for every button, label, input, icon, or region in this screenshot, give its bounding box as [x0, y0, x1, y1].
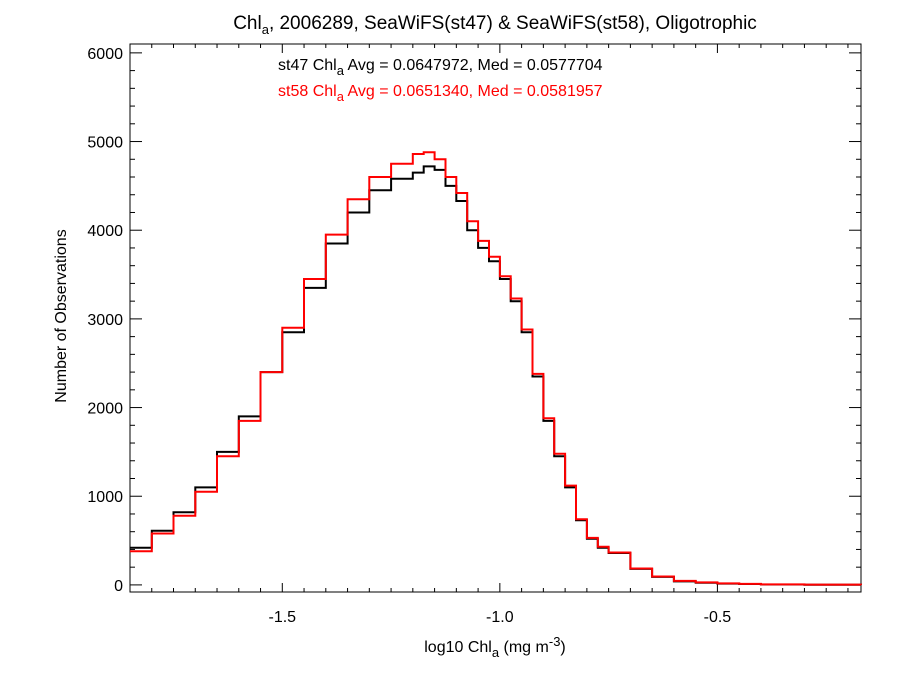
- plot-frame: [129, 43, 862, 593]
- y-tick-label: 0: [114, 578, 123, 595]
- x-tick-label: -1.5: [269, 609, 297, 626]
- x-tick-label: -0.5: [704, 609, 732, 626]
- series-st47-line: [130, 165, 862, 586]
- y-tick-label: 1000: [87, 489, 123, 506]
- chart-title: Chla, 2006289, SeaWiFS(st47) & SeaWiFS(s…: [233, 13, 757, 37]
- x-axis-label: log10 Chla (mg m-3): [424, 634, 566, 660]
- x-tick-label: -1.0: [486, 609, 514, 626]
- y-tick-label: 5000: [87, 135, 123, 152]
- axis-ticks: -1.5 -1.0 -0.5 0 1000 2000 3000 4000 5000 6000: [87, 44, 861, 626]
- series-st58-line: [130, 151, 862, 586]
- series-layer: [130, 151, 862, 586]
- legend-st58-label: st58 Chla Avg = 0.0651340, Med = 0.05819…: [278, 83, 603, 104]
- y-axis-label: Number of Observations: [53, 229, 70, 402]
- y-tick-label: 4000: [87, 223, 123, 240]
- y-tick-label: 6000: [87, 46, 123, 63]
- y-tick-label: 3000: [87, 312, 123, 329]
- legend-st47-label: st47 Chla Avg = 0.0647972, Med = 0.05777…: [278, 57, 603, 78]
- y-tick-label: 2000: [87, 401, 123, 418]
